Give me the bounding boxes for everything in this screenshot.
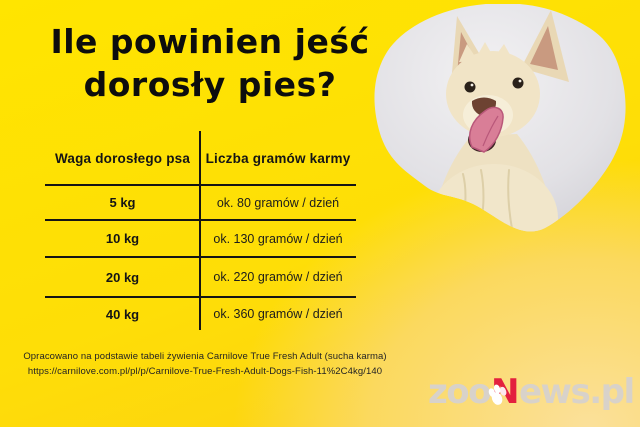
weight-cell: 40 kg bbox=[105, 306, 140, 322]
amount-cell: ok. 220 gramów / dzień bbox=[213, 270, 343, 284]
weight-cell: 10 kg bbox=[105, 231, 140, 246]
source-note: Opracowano na podstawie tabeli żywienia … bbox=[0, 349, 410, 379]
weight-cell: 5 kg bbox=[109, 195, 136, 210]
column-header-amount: Liczba gramów karmy bbox=[205, 151, 351, 166]
amount-cell: ok. 80 gramów / dzień bbox=[216, 195, 340, 210]
zoonews-logo: zoo N ews.pl bbox=[428, 372, 635, 412]
title-line-1: Ile powinien jeść bbox=[50, 22, 370, 61]
feeding-table: Waga dorosłego psa Liczba gramów karmy 5… bbox=[45, 131, 356, 330]
logo-zoo: zoo bbox=[428, 372, 492, 412]
weight-cell: 20 kg bbox=[105, 269, 140, 285]
table-vertical-divider bbox=[199, 131, 201, 330]
source-url: https://carnilove.com.pl/pl/p/Carnilove-… bbox=[27, 366, 383, 377]
source-line-1: Opracowano na podstawie tabeli żywienia … bbox=[23, 351, 387, 362]
amount-cell: ok. 360 gramów / dzień bbox=[213, 307, 343, 321]
amount-cell: ok. 130 gramów / dzień bbox=[213, 231, 343, 246]
table-row: 40 kg ok. 360 gramów / dzień bbox=[45, 298, 356, 330]
page-title: Ile powinien jeść dorosły pies? bbox=[6, 20, 414, 106]
logo-ews-pl: ews.pl bbox=[518, 372, 635, 412]
logo-n: N bbox=[490, 372, 519, 412]
title-line-2: dorosły pies? bbox=[83, 65, 337, 104]
column-header-weight: Waga dorosłego psa bbox=[54, 151, 191, 166]
dog-photo bbox=[374, 4, 626, 232]
